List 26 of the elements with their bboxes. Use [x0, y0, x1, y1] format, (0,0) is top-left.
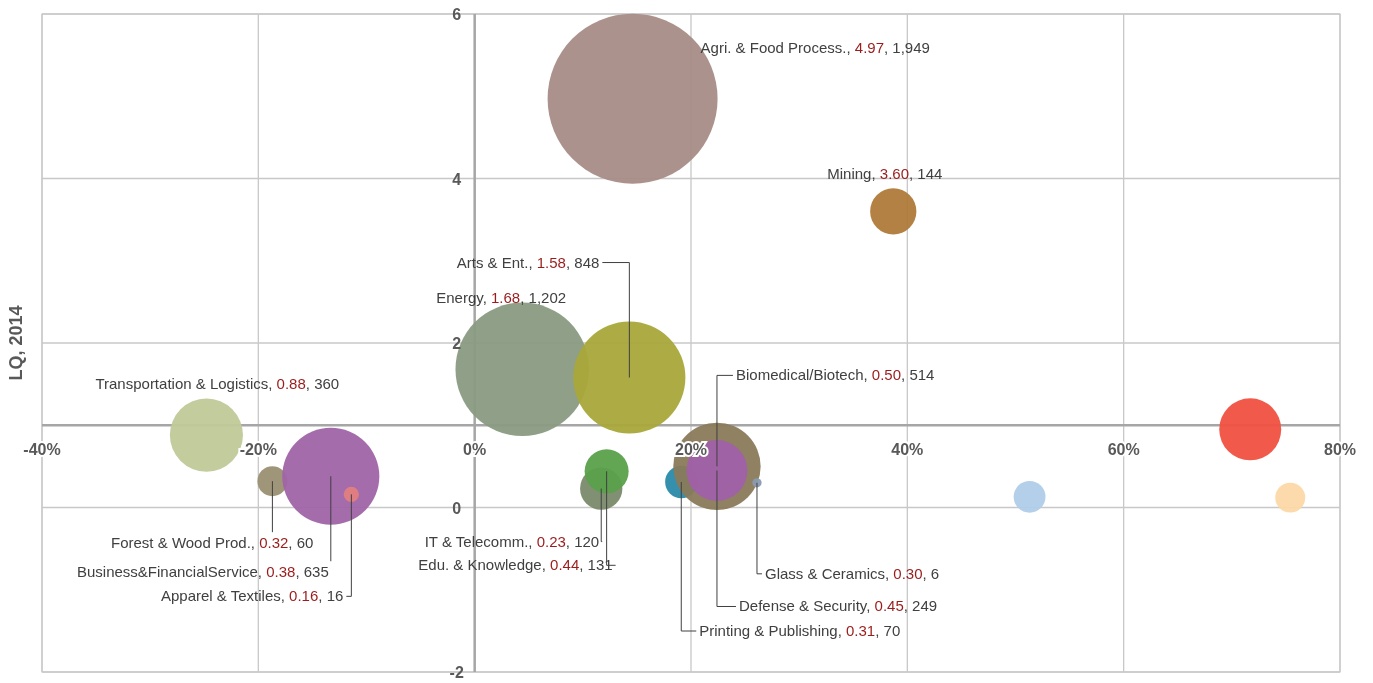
x-tick-label: 40%	[891, 441, 924, 459]
annotation: Energy, 1.68, 1,202	[436, 289, 567, 307]
x-tick-label: 60%	[1107, 441, 1140, 459]
annotation: Printing & Publishing, 0.31, 70	[699, 622, 901, 639]
y-tick-label: 6	[452, 6, 462, 23]
annotation: Forest & Wood Prod., 0.32, 60	[111, 534, 314, 552]
annotation: Business&FinancialService, 0.38, 635	[76, 563, 329, 581]
annotation: Glass & Ceramics, 0.30, 6	[764, 564, 940, 582]
annotation: Apparel & Textiles, 0.16, 16	[161, 587, 344, 605]
annotation: Arts & Ent., 1.58, 848	[456, 253, 600, 271]
x-tick-label: 0%	[463, 441, 487, 459]
y-tick-label: 2	[452, 335, 462, 352]
annotation: Transportation & Logistics, 0.88, 360	[95, 375, 340, 393]
y-axis-title: LQ, 2014	[6, 305, 26, 381]
annotation: Edu. & Knowledge, 0.44, 131	[418, 556, 613, 574]
y-tick-label: -2	[449, 664, 464, 681]
y-tick-label: 4	[452, 170, 462, 188]
annotation: Biomedical/Biotech, 0.50, 514	[735, 366, 935, 384]
annotation: Agri. & Food Process., 4.97, 1,949	[700, 38, 930, 56]
x-tick-label: 80%	[1323, 441, 1357, 459]
y-tick-label: 0	[452, 499, 462, 517]
x-tick-label: -20%	[239, 441, 278, 459]
x-tick-label: -40%	[23, 441, 61, 459]
annotation: IT & Telecomm., 0.23, 120	[424, 532, 600, 550]
annotation: Mining, 3.60, 144	[827, 165, 943, 183]
annotation: Defense & Security, 0.45, 249	[738, 597, 938, 615]
